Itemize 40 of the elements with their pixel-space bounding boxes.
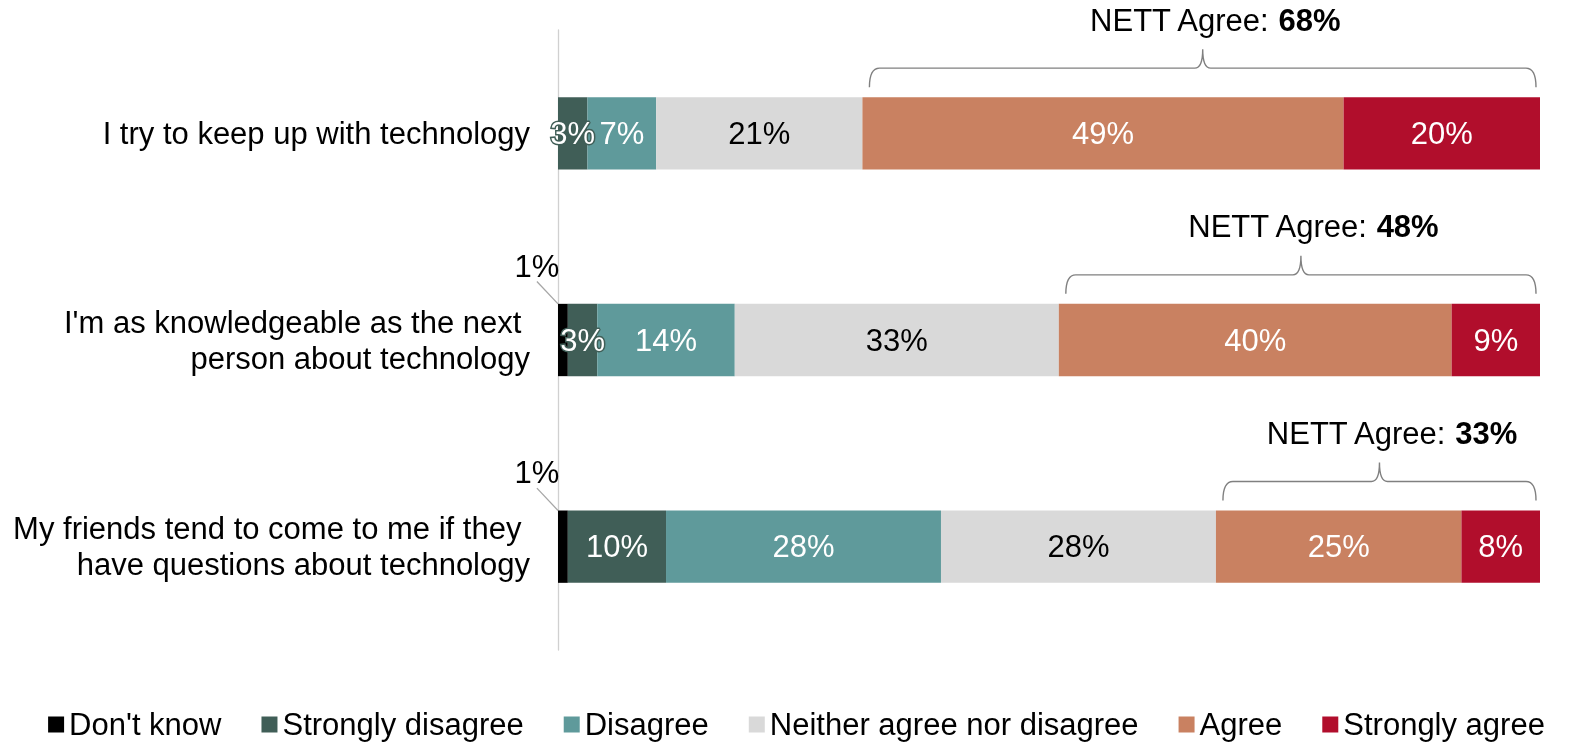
data-label: 25% [1307, 529, 1370, 565]
bar [656, 97, 863, 170]
data-label: 7% [599, 115, 645, 151]
annotation: NETT Agree: 33% [1266, 416, 1518, 451]
data-label: 1% [514, 455, 560, 491]
data-label: 20% [1410, 115, 1473, 151]
y-tick-label: I try to keep up with technology [102, 115, 531, 151]
y-tick-label: My friends tend to come to me if they have questions about technology [13, 511, 531, 583]
bar [1343, 97, 1540, 170]
annotation: NETT Agree: 68% [1090, 2, 1341, 38]
data-label: 3% [560, 322, 605, 358]
legend-label: Don't know [69, 707, 223, 742]
data-label: 14% [635, 322, 698, 358]
data-label: 1% [514, 248, 560, 284]
bar [567, 510, 667, 583]
annotation: NETT Agree: 48% [1188, 209, 1439, 245]
legend-label: Disagree [584, 707, 709, 742]
bar [1461, 510, 1540, 583]
legend-label: Strongly agree [1343, 707, 1545, 742]
data-label: 10% [585, 529, 648, 565]
bar [666, 510, 941, 583]
data-label: 33% [865, 322, 928, 358]
data-label: 21% [728, 115, 791, 151]
data-label: 28% [1047, 529, 1110, 565]
bar [940, 510, 1216, 583]
bar [1058, 303, 1452, 377]
bar [1451, 303, 1540, 377]
data-label: 40% [1224, 322, 1287, 358]
data-label: 28% [772, 529, 835, 565]
bar [558, 510, 568, 583]
legend-label: Strongly disagree [282, 707, 524, 742]
bar [1215, 510, 1462, 583]
data-label: 9% [1473, 322, 1519, 358]
bar [862, 97, 1344, 170]
data-label: 8% [1478, 529, 1524, 565]
legend-label: Neither agree nor disagree [769, 707, 1139, 742]
legend-label: Agree [1199, 707, 1283, 742]
data-label: 49% [1071, 115, 1135, 151]
y-tick-label: I'm as knowledgeable as the next person about technology [63, 304, 531, 376]
bar [734, 303, 1059, 377]
